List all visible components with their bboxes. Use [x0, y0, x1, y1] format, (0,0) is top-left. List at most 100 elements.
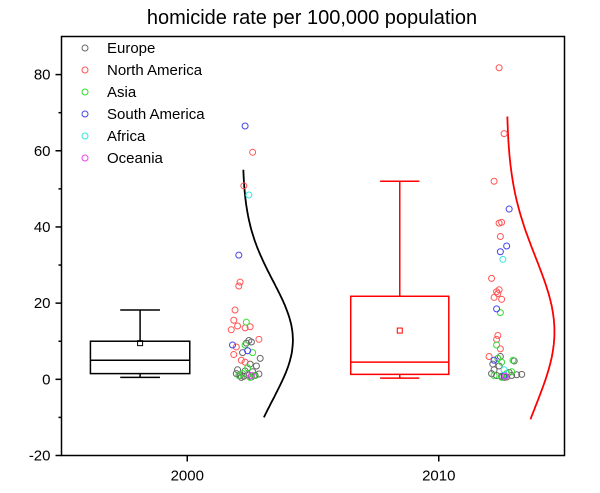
data-point [510, 357, 518, 365]
data-point [235, 372, 243, 380]
data-point [227, 326, 235, 334]
legend-marker [81, 154, 89, 162]
data-point [245, 191, 253, 199]
legend-marker [81, 132, 89, 140]
data-point [501, 372, 509, 380]
data-point [242, 318, 250, 326]
data-point [496, 248, 504, 256]
legend-label: South America [107, 106, 205, 123]
data-point [498, 295, 506, 303]
y-tick-label: 20 [34, 295, 51, 312]
data-point [252, 362, 260, 370]
data-point [499, 255, 507, 263]
data-point [498, 218, 506, 226]
data-point [498, 358, 506, 366]
data-point [239, 370, 247, 378]
data-point [246, 323, 254, 331]
series-south-america [229, 122, 513, 380]
data-point [235, 251, 243, 259]
y-tick-label: 60 [34, 143, 51, 160]
x-tick-label: 2000 [171, 468, 204, 485]
legend-marker [81, 44, 89, 52]
y-tick-label: 0 [42, 371, 50, 388]
data-point [244, 364, 252, 372]
data-point [500, 366, 508, 374]
y-tick-label: -20 [29, 448, 51, 465]
data-point [235, 282, 243, 290]
data-point [503, 242, 511, 250]
data-point [489, 360, 497, 368]
data-point [485, 352, 493, 360]
data-point [234, 322, 242, 330]
distribution-curve-2000 [242, 169, 294, 418]
distribution-curve-2010 [506, 116, 556, 420]
data-point [246, 373, 254, 381]
data-point [256, 354, 264, 362]
legend-label: Oceania [107, 150, 164, 167]
data-point [494, 354, 502, 362]
data-point [493, 305, 501, 313]
data-point [488, 274, 496, 282]
data-point [230, 316, 238, 324]
legend-marker [81, 88, 89, 96]
x-axis: 2000 2010 [171, 455, 455, 485]
series-asia [235, 309, 517, 381]
chart-title: homicide rate per 100,000 population [147, 7, 477, 29]
data-point [255, 370, 263, 378]
series-north-america [227, 64, 508, 366]
data-point [255, 335, 263, 343]
legend-marker [81, 66, 89, 74]
data-point [237, 356, 245, 364]
data-point [249, 148, 257, 156]
legend-label: Africa [107, 128, 146, 145]
data-point [247, 338, 255, 346]
x-tick-label: 2010 [422, 468, 455, 485]
box-mean-marker [137, 340, 144, 347]
plot-frame [60, 35, 566, 457]
data-point [230, 351, 238, 359]
data-point [490, 372, 498, 380]
data-point [249, 368, 257, 376]
distribution-curves [242, 116, 556, 420]
data-point [241, 358, 249, 366]
series-africa [245, 191, 508, 374]
legend-label: Europe [107, 40, 155, 57]
box-group [89, 180, 450, 379]
data-point [496, 309, 504, 317]
data-point [244, 347, 252, 355]
legend-marker [81, 110, 89, 118]
data-point [508, 368, 516, 376]
data-point [247, 372, 255, 380]
data-point [493, 335, 501, 343]
box-2000 [89, 309, 191, 379]
data-point [505, 205, 513, 213]
data-point [509, 356, 517, 364]
legend-label: Asia [107, 84, 137, 101]
y-tick-label: 40 [34, 219, 51, 236]
box-mean-marker [396, 327, 403, 334]
legend: Europe North America Asia South America Afri… [81, 40, 205, 167]
data-point [493, 341, 501, 349]
data-point [490, 177, 498, 185]
data-point [495, 286, 503, 294]
data-point [494, 290, 502, 298]
scatter-points [227, 64, 526, 381]
data-point [241, 341, 249, 349]
data-point [495, 64, 503, 72]
data-point [494, 332, 502, 340]
legend-label: North America [107, 62, 203, 79]
data-point [513, 371, 521, 379]
data-point [500, 130, 508, 138]
data-point [490, 356, 498, 364]
box-2010 [349, 180, 450, 379]
data-point [518, 370, 526, 378]
data-point [240, 182, 248, 190]
data-point [490, 293, 498, 301]
y-tick-label: 80 [34, 67, 51, 84]
y-axis: -20 0 20 40 60 80 [29, 67, 62, 465]
data-point [232, 343, 240, 351]
data-point [496, 232, 504, 240]
data-point [236, 278, 244, 286]
data-point [241, 122, 249, 130]
